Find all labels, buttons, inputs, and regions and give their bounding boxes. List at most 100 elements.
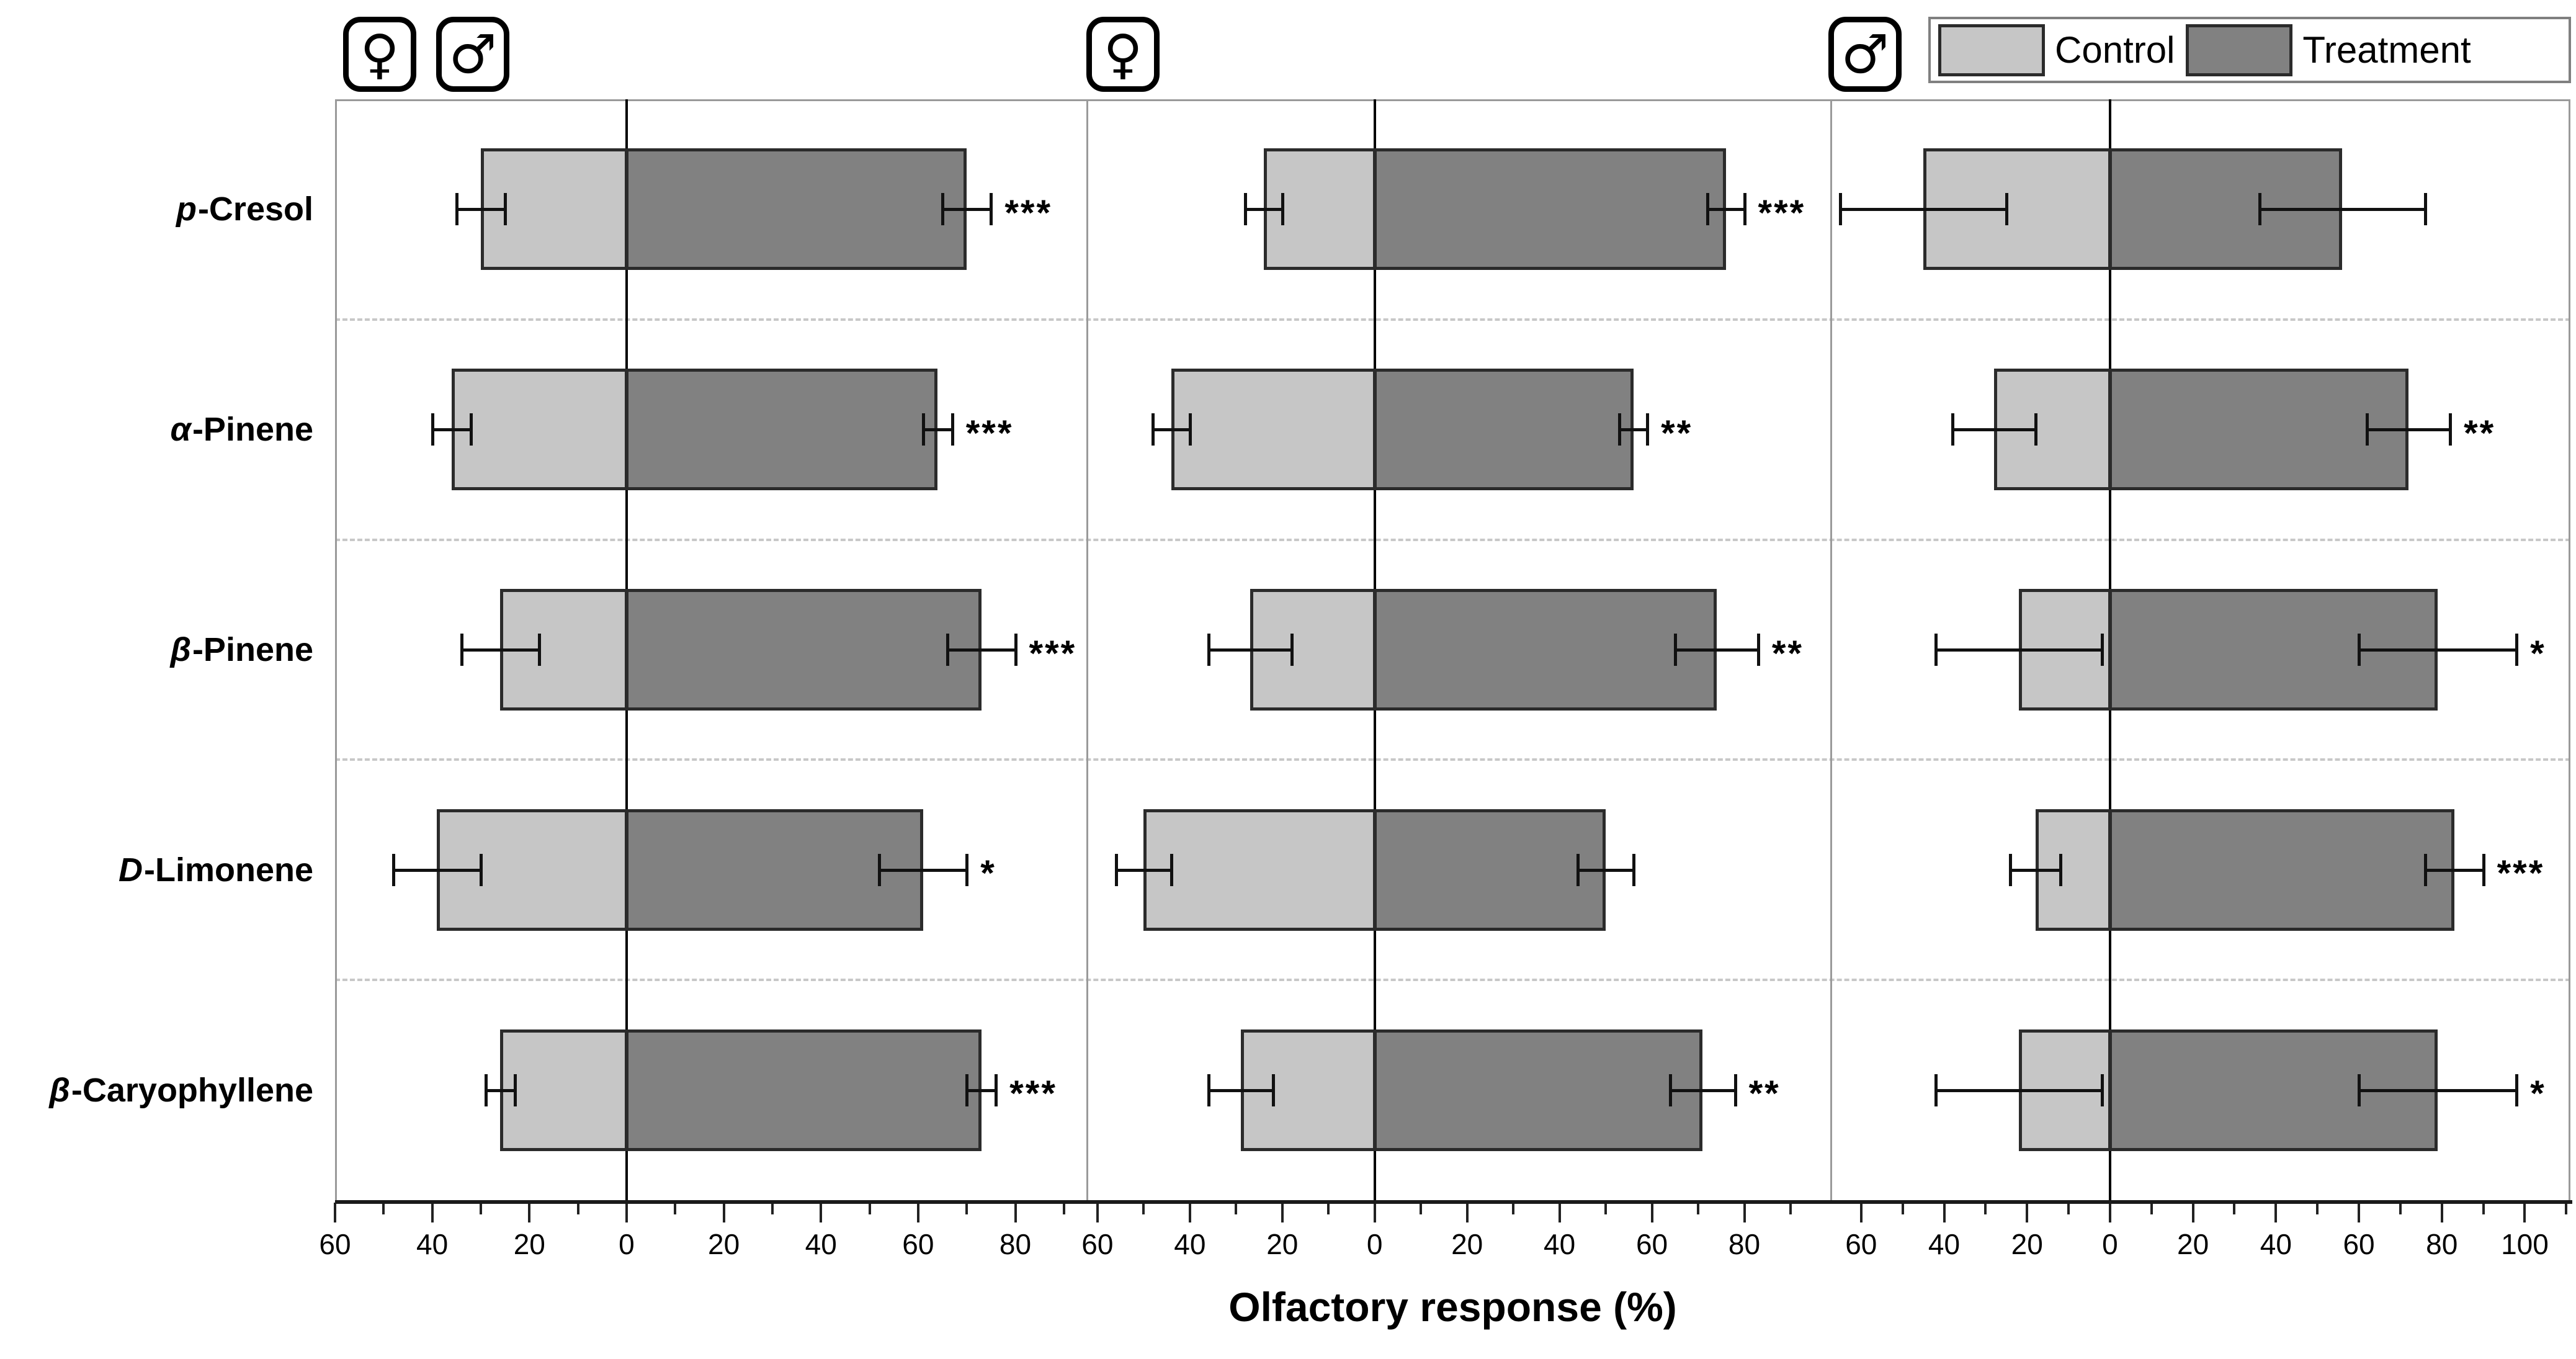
error-bar-treatment-cap xyxy=(990,193,993,226)
error-bar-control-cap xyxy=(431,413,434,446)
error-bar-control xyxy=(456,208,506,212)
error-bar-control xyxy=(1840,208,2006,212)
x-axis-minor-tick xyxy=(2316,1203,2319,1214)
error-bar-control-cap xyxy=(2005,193,2008,226)
error-bar-treatment-cap xyxy=(1646,413,1650,446)
x-axis-minor-tick xyxy=(1142,1203,1145,1214)
error-bar-control xyxy=(1116,868,1172,872)
error-bar-treatment-cap xyxy=(1014,634,1017,666)
error-bar-control-cap xyxy=(2009,853,2013,886)
row-separator xyxy=(335,979,2570,982)
significance-stars: *** xyxy=(965,413,1014,454)
panel-frame-male xyxy=(1832,99,2570,1200)
error-bar-treatment xyxy=(2259,208,2425,212)
error-bar-control-cap xyxy=(1244,193,1248,226)
female-icon: ♀ xyxy=(343,17,416,92)
x-axis-major-tick xyxy=(1096,1203,1099,1222)
x-tick-label: 60 xyxy=(319,1228,351,1260)
bar-control-female-α-Pinene xyxy=(1171,369,1376,491)
x-axis-major-tick xyxy=(1650,1203,1653,1222)
x-tick-label: 20 xyxy=(1266,1228,1299,1260)
row-label-α-Pinene: α -Pinene xyxy=(170,411,313,449)
error-bar-treatment-cap xyxy=(2424,193,2427,226)
error-bar-treatment xyxy=(2425,868,2484,872)
error-bar-treatment-cap xyxy=(2515,634,2519,666)
legend-swatch-control xyxy=(1938,24,2045,76)
legend-label-control: Control xyxy=(2055,29,2175,71)
x-axis-major-tick xyxy=(1743,1203,1746,1222)
x-axis-minor-tick xyxy=(1327,1203,1330,1214)
error-bar-control-cap xyxy=(479,853,483,886)
x-tick-label: 80 xyxy=(999,1228,1032,1260)
x-axis-major-tick xyxy=(1281,1203,1284,1222)
x-tick-label: 0 xyxy=(1366,1228,1383,1260)
row-label-italic-prefix: α xyxy=(170,411,191,449)
x-axis-minor-tick xyxy=(771,1203,774,1214)
error-bar-control xyxy=(1936,1088,2102,1092)
x-axis-major-tick xyxy=(2440,1203,2443,1222)
legend-swatch-treatment xyxy=(2186,24,2293,76)
error-bar-control-cap xyxy=(1152,413,1155,446)
error-bar-control-cap xyxy=(537,634,541,666)
error-bar-treatment xyxy=(1675,648,1758,652)
x-axis-title: Olfactory response (%) xyxy=(1228,1284,1677,1330)
bar-control-both-sexes-β-Caryophyllene xyxy=(500,1029,628,1151)
bar-treatment-female-α-Pinene xyxy=(1373,369,1634,491)
x-axis-major-tick xyxy=(820,1203,823,1222)
row-label-italic-prefix: p xyxy=(176,191,197,228)
x-axis-minor-tick xyxy=(576,1203,579,1214)
error-bar-control xyxy=(1208,1088,1273,1092)
error-bar-treatment-cap xyxy=(965,853,969,886)
error-bar-treatment-cap xyxy=(1576,853,1580,886)
x-tick-label: 40 xyxy=(1544,1228,1576,1260)
error-bar-treatment xyxy=(2359,648,2517,652)
error-bar-treatment xyxy=(1578,868,1634,872)
x-tick-label: 20 xyxy=(2177,1228,2209,1260)
error-bar-treatment-cap xyxy=(1733,1074,1737,1106)
error-bar-treatment-cap xyxy=(1706,193,1709,226)
male-icon: ♂ xyxy=(1828,17,1902,92)
error-bar-control xyxy=(2010,868,2060,872)
error-bar-treatment xyxy=(1619,428,1648,432)
row-separator xyxy=(335,318,2570,321)
panel-frame-female xyxy=(1088,99,1832,1200)
error-bar-treatment xyxy=(923,428,952,432)
significance-stars: * xyxy=(2530,633,2546,674)
x-axis-major-tick xyxy=(625,1203,628,1222)
x-axis-major-tick xyxy=(334,1203,336,1222)
bar-treatment-both-sexes-p-Cresol xyxy=(625,148,967,271)
significance-stars: *** xyxy=(1758,192,1806,233)
x-tick-label: 20 xyxy=(1451,1228,1483,1260)
x-axis-minor-tick xyxy=(1789,1203,1792,1214)
significance-stars: *** xyxy=(1009,1074,1057,1115)
error-bar-treatment-cap xyxy=(921,413,925,446)
error-bar-treatment-cap xyxy=(2515,1074,2519,1106)
x-axis-minor-tick xyxy=(1235,1203,1238,1214)
error-bar-control xyxy=(485,1088,515,1092)
error-bar-control-cap xyxy=(1114,853,1118,886)
x-tick-label: 80 xyxy=(1728,1228,1761,1260)
significance-stars: *** xyxy=(1004,192,1053,233)
error-bar-treatment-cap xyxy=(941,193,945,226)
bar-treatment-male-D-Limonene xyxy=(2108,809,2454,931)
error-bar-treatment-cap xyxy=(2366,413,2369,446)
error-bar-treatment xyxy=(1707,208,1745,212)
row-label-italic-prefix: β xyxy=(49,1071,70,1109)
error-bar-treatment-cap xyxy=(2424,853,2427,886)
significance-stars: ** xyxy=(1661,413,1693,454)
x-tick-label: 60 xyxy=(902,1228,934,1260)
x-tick-label: 0 xyxy=(619,1228,635,1260)
x-axis-major-tick xyxy=(2108,1203,2111,1222)
error-bar-treatment xyxy=(967,1088,996,1092)
row-label-D-Limonene: D -Limonene xyxy=(118,851,313,889)
x-tick-label: 100 xyxy=(2501,1228,2549,1260)
row-label-p-Cresol: p -Cresol xyxy=(176,191,313,228)
bar-treatment-male-α-Pinene xyxy=(2108,369,2409,491)
error-bar-treatment-cap xyxy=(1673,634,1677,666)
error-bar-control-cap xyxy=(1934,634,1938,666)
x-tick-label: 80 xyxy=(2426,1228,2458,1260)
error-bar-control-cap xyxy=(2059,853,2062,886)
x-axis-major-tick xyxy=(2191,1203,2194,1222)
x-tick-label: 40 xyxy=(1928,1228,1961,1260)
